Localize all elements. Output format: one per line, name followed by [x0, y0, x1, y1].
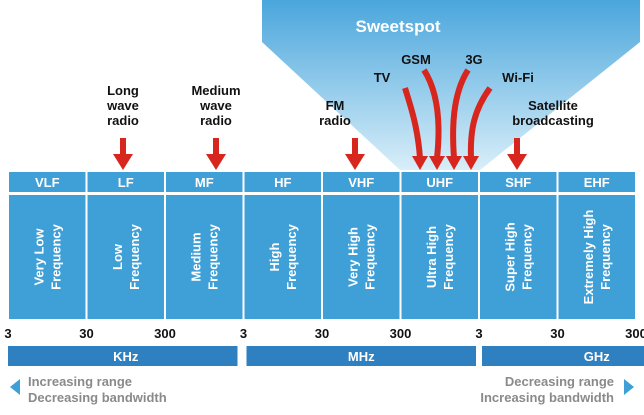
band-body: [558, 195, 635, 319]
unit-bar: [246, 346, 476, 366]
band-abbr: VLF: [35, 175, 60, 190]
band-body: [480, 195, 557, 319]
band-abbr: LF: [118, 175, 134, 190]
application-label: Medium: [191, 83, 240, 98]
sweetspot-app: GSM: [401, 52, 431, 67]
band-body: [244, 195, 321, 319]
band-name: Medium: [189, 232, 204, 281]
band-body: [166, 195, 243, 319]
sweetspot-app: Wi-Fi: [502, 70, 534, 85]
application-label: radio: [200, 113, 232, 128]
application-label: radio: [107, 113, 139, 128]
unit-label: KHz: [113, 349, 139, 364]
scale-label: 300: [154, 326, 176, 341]
scale-label: 3: [4, 326, 11, 341]
scale-label: 30: [79, 326, 93, 341]
band-name: Ultra High: [424, 226, 439, 288]
left-note: Increasing range: [28, 374, 132, 389]
application-arrow-shaft: [514, 138, 520, 156]
application-label: wave: [199, 98, 232, 113]
band-body: [323, 195, 400, 319]
band-header: [323, 172, 400, 192]
unit-bar: [8, 346, 238, 366]
application-label: radio: [319, 113, 351, 128]
band-header: [244, 172, 321, 192]
application-arrow-shaft: [120, 138, 126, 156]
sweetspot-app: 3G: [465, 52, 482, 67]
band-body: [9, 195, 86, 319]
band-name: Very High: [346, 227, 361, 287]
band-header: [480, 172, 557, 192]
band-name: Very Low: [32, 228, 47, 286]
band-abbr: VHF: [348, 175, 374, 190]
left-note: Decreasing bandwidth: [28, 390, 167, 405]
application-arrow-shaft: [352, 138, 358, 156]
band-abbr: SHF: [505, 175, 531, 190]
scale-label: 300: [390, 326, 412, 341]
application-label: wave: [106, 98, 139, 113]
scale-label: 30: [315, 326, 329, 341]
band-name: Frequency: [127, 223, 142, 290]
band-name: Low: [110, 243, 125, 270]
band-header: [9, 172, 86, 192]
band-header: [87, 172, 164, 192]
sweetspot-app: TV: [374, 70, 391, 85]
band-name: Frequency: [284, 223, 299, 290]
band-abbr: EHF: [584, 175, 610, 190]
band-name: High: [267, 243, 282, 272]
application-arrow-shaft: [213, 138, 219, 156]
sweetspot-funnel: [262, 0, 640, 170]
scale-label: 3: [240, 326, 247, 341]
band-name: Frequency: [49, 223, 64, 290]
sweetspot-arrowheads: [412, 156, 479, 170]
application-arrow-head: [206, 154, 226, 170]
band-abbr: HF: [274, 175, 291, 190]
band-body: [87, 195, 164, 319]
band-header: [401, 172, 478, 192]
right-note: Increasing bandwidth: [480, 390, 614, 405]
band-name: Extremely High: [581, 210, 596, 305]
application-label: Long: [107, 83, 139, 98]
band-name: Frequency: [441, 223, 456, 290]
unit-bar: [482, 346, 644, 366]
scale-label: 30: [550, 326, 564, 341]
band-abbr: UHF: [426, 175, 453, 190]
band-header: [166, 172, 243, 192]
application-arrow-head: [507, 154, 527, 170]
scale-label: 3: [475, 326, 482, 341]
sweetspot-arrows: [402, 68, 493, 159]
application-arrow-head: [113, 154, 133, 170]
band-name: Frequency: [363, 223, 378, 290]
scale-label: 300: [625, 326, 644, 341]
band-abbr: MF: [195, 175, 214, 190]
band-body: [401, 195, 478, 319]
application-arrow-head: [345, 154, 365, 170]
unit-label: GHz: [584, 349, 611, 364]
band-name: Super High: [503, 222, 518, 291]
unit-label: MHz: [348, 349, 375, 364]
left-arrow: [10, 379, 20, 395]
application-label: Satellite: [528, 98, 578, 113]
band-header: [558, 172, 635, 192]
band-name: Frequency: [206, 223, 221, 290]
right-arrow: [624, 379, 634, 395]
right-note: Decreasing range: [505, 374, 614, 389]
sweetspot-title: Sweetspot: [355, 17, 440, 36]
band-name: Frequency: [520, 223, 535, 290]
application-label: broadcasting: [512, 113, 594, 128]
application-label: FM: [326, 98, 345, 113]
band-name: Frequency: [598, 223, 613, 290]
